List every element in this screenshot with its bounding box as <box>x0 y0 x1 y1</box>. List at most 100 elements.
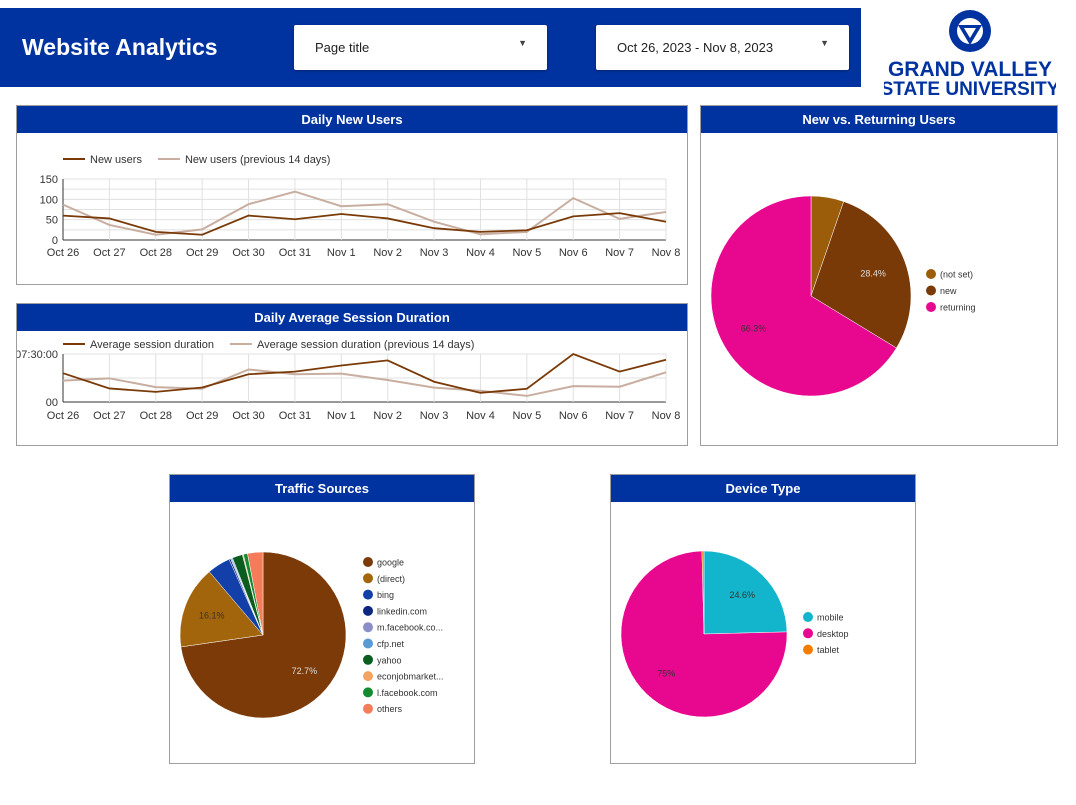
legend-label: Average session duration (previous 14 da… <box>257 339 474 351</box>
legend-swatch <box>803 644 813 655</box>
session-duration-panel: Daily Average Session Duration Average s… <box>16 303 688 446</box>
new-vs-returning-pie: (not set) 28.4% new 66.3% returning <box>710 195 976 397</box>
x-tick-label: Oct 28 <box>140 410 172 422</box>
x-tick-label: Oct 26 <box>47 247 79 259</box>
legend-label: New users (previous 14 days) <box>185 154 331 166</box>
caret-down-icon: ▼ <box>820 38 829 48</box>
legend-swatch <box>363 557 373 567</box>
caret-down-icon: ▼ <box>518 38 527 48</box>
x-tick-label: Nov 4 <box>466 247 495 259</box>
x-tick-label: Oct 31 <box>279 410 311 422</box>
y-tick-label: 0 <box>52 235 58 247</box>
daily-new-users-panel: Daily New Users New users New users (prev… <box>16 105 688 285</box>
x-tick-label: Nov 3 <box>420 247 449 259</box>
x-tick-label: Oct 26 <box>47 410 79 422</box>
slice-label: 24.6% <box>729 590 755 600</box>
traffic-sources-pie: 72.7% google 16.1% (direct) bing linkedin.com… <box>179 551 444 719</box>
x-tick-label: Nov 7 <box>605 410 634 422</box>
legend-label: Average session duration <box>90 339 214 351</box>
legend-label: New users <box>90 154 142 166</box>
gvsu-logo: GRAND VALLEY STATE UNIVERSITY <box>884 10 1056 100</box>
session-duration-line-chart: Average session duration Average session … <box>17 339 680 422</box>
page-title-filter-dropdown[interactable]: Page title ▼ <box>294 25 547 70</box>
page-title: Website Analytics <box>22 34 218 60</box>
slice-label: 72.7% <box>292 666 318 676</box>
legend-swatch <box>363 671 373 682</box>
legend-label: new <box>940 286 957 296</box>
legend-swatch <box>363 654 373 665</box>
y-tick-label: 100 <box>40 194 58 206</box>
slice-label: 28.4% <box>860 269 886 279</box>
y-tick-label: 150 <box>40 174 58 186</box>
legend-swatch <box>926 302 936 312</box>
date-range-picker[interactable]: Oct 26, 2023 - Nov 8, 2023 ▼ <box>596 25 849 70</box>
series-line-previous <box>62 190 667 236</box>
pie-slice-others <box>247 551 264 636</box>
legend-swatch <box>363 703 373 714</box>
x-tick-label: Nov 8 <box>652 247 681 259</box>
x-tick-label: Oct 29 <box>186 247 218 259</box>
legend-swatch <box>363 589 373 600</box>
panel-title: New vs. Returning Users <box>701 106 1057 133</box>
x-tick-label: Oct 29 <box>186 410 218 422</box>
y-tick-label: 00 <box>46 397 58 409</box>
legend-swatch <box>926 285 936 296</box>
legend-label: (not set) <box>940 270 973 280</box>
new-users-line-chart: New users New users (previous 14 days) Oct… <box>40 154 681 259</box>
svg-text:STATE UNIVERSITY: STATE UNIVERSITY <box>884 79 1056 100</box>
pie-slice-google <box>180 551 347 719</box>
legend-swatch <box>363 687 373 698</box>
dropdown-label: Page title <box>315 40 370 55</box>
legend-swatch <box>803 628 813 639</box>
pie-slice--direct- <box>179 571 264 648</box>
x-tick-label: Nov 7 <box>605 247 634 259</box>
new-vs-returning-panel: New vs. Returning Users (not set) 28.4% ne… <box>700 105 1058 446</box>
legend-label: google <box>377 558 404 568</box>
series-line-current <box>62 212 667 236</box>
series-line-current <box>62 352 667 394</box>
y-tick-label: 50 <box>46 215 58 227</box>
legend-swatch <box>363 638 373 649</box>
legend-label: cfp.net <box>377 639 405 649</box>
x-tick-label: Nov 5 <box>512 410 541 422</box>
slice-label: 16.1% <box>199 611 225 621</box>
x-tick-label: Nov 2 <box>373 410 402 422</box>
legend-swatch <box>803 612 813 622</box>
panel-title: Device Type <box>611 475 915 502</box>
legend-swatch <box>363 622 373 633</box>
legend-label: others <box>377 704 403 714</box>
svg-text:GRAND VALLEY: GRAND VALLEY <box>888 58 1052 81</box>
legend-label: econjobmarket... <box>377 672 444 682</box>
legend-swatch <box>363 573 373 584</box>
panel-title: Daily Average Session Duration <box>17 304 687 331</box>
legend-label: tablet <box>817 645 840 655</box>
pie-slice-mobile <box>703 550 788 635</box>
legend-label: linkedin.com <box>377 606 427 616</box>
x-tick-label: Nov 2 <box>373 247 402 259</box>
legend-swatch <box>363 605 373 616</box>
x-tick-label: Oct 28 <box>140 247 172 259</box>
legend-label: mobile <box>817 613 844 623</box>
x-tick-label: Oct 30 <box>232 410 264 422</box>
x-tick-label: Oct 30 <box>232 247 264 259</box>
pie-slice-returning <box>710 195 897 397</box>
x-tick-label: Nov 1 <box>327 410 356 422</box>
x-tick-label: Nov 5 <box>512 247 541 259</box>
legend-label: bing <box>377 590 394 600</box>
traffic-sources-panel: Traffic Sources 72.7% google 16.1% (direct)… <box>169 474 475 764</box>
device-type-pie: 24.6% mobile 75% desktop tablet <box>620 550 849 718</box>
legend-label: m.facebook.co... <box>377 623 443 633</box>
pie-slice-tablet <box>701 550 705 635</box>
x-tick-label: Nov 1 <box>327 247 356 259</box>
legend-label: yahoo <box>377 655 402 665</box>
x-tick-label: Nov 6 <box>559 247 588 259</box>
legend-label: returning <box>940 303 976 313</box>
series-line-previous <box>62 368 667 397</box>
legend-swatch <box>926 269 936 279</box>
slice-label: 75% <box>657 669 675 679</box>
device-type-panel: Device Type 24.6% mobile 75% desktop tablet <box>610 474 916 764</box>
legend-label: desktop <box>817 629 849 639</box>
panel-title: Traffic Sources <box>170 475 474 502</box>
x-tick-label: Oct 27 <box>93 247 125 259</box>
x-tick-label: Oct 31 <box>279 247 311 259</box>
